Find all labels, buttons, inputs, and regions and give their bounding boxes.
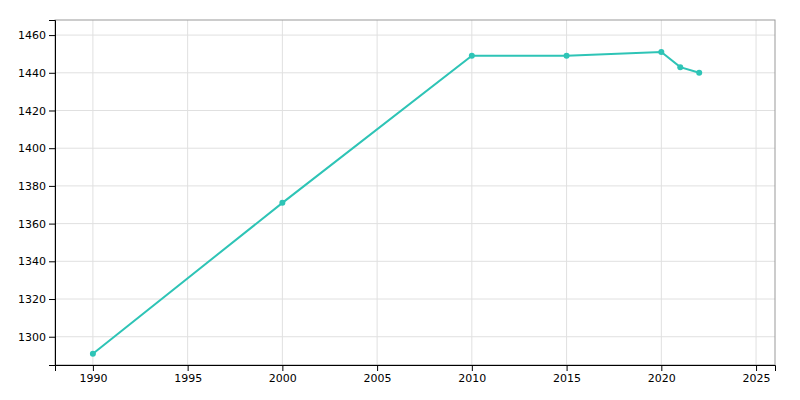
grid-line-x [377, 20, 378, 365]
tick-label: 1990 [79, 372, 107, 385]
tick-label: 1440 [18, 67, 46, 80]
tick-mark [49, 299, 55, 300]
tick: 1320 [18, 293, 55, 306]
tick: 2020 [648, 365, 676, 385]
tick-label: 1380 [18, 180, 46, 193]
tick-label: 2020 [648, 372, 676, 385]
grid-line-y [55, 261, 775, 262]
tick: 1400 [18, 142, 55, 155]
grid-line-y [55, 223, 775, 224]
grid-line-x [187, 20, 188, 365]
tick: 1360 [18, 218, 55, 231]
tick-mark [756, 365, 757, 371]
tick: 2000 [269, 365, 297, 385]
point [90, 351, 96, 357]
tick-label: 2025 [743, 372, 771, 385]
point [564, 53, 570, 59]
grid-line-y [55, 336, 775, 337]
grid-line-y [55, 35, 775, 36]
tick: 1300 [18, 331, 55, 344]
tick-mark [49, 35, 55, 36]
tick-mark [49, 337, 55, 338]
tick-mark [49, 110, 55, 111]
tick-label: 1400 [18, 142, 46, 155]
grid [55, 20, 775, 365]
tick-label: 1320 [18, 293, 46, 306]
grid-line-x [282, 20, 283, 365]
point [677, 64, 683, 70]
tick-mark [567, 365, 568, 371]
plot: 1990 1995 2000 2005 2010 2015 2020 2025 1300 1320… [18, 20, 776, 385]
tick: 2005 [364, 365, 392, 385]
tick: 2025 [743, 365, 771, 385]
grid-line-x [756, 20, 757, 365]
tick: 1420 [18, 105, 55, 118]
axis-line [49, 21, 56, 366]
tick: 1380 [18, 180, 55, 193]
tick-label: 2000 [269, 372, 297, 385]
tick: 1440 [18, 67, 55, 80]
line [93, 52, 699, 354]
marks [90, 49, 702, 357]
tick: 1460 [18, 29, 55, 42]
tick-mark [49, 186, 55, 187]
tick-label: 1300 [18, 331, 46, 344]
grid-line-y [55, 185, 775, 186]
tick-mark [188, 365, 189, 371]
tick-label: 2015 [553, 372, 581, 385]
grid-line-x [661, 20, 662, 365]
tick: 1990 [79, 365, 107, 385]
tick: 1340 [18, 255, 55, 268]
tick-label: 2005 [364, 372, 392, 385]
tick: 1995 [174, 365, 202, 385]
grid-line-y [55, 72, 775, 73]
grid-line-y [55, 148, 775, 149]
plot-frame [55, 20, 775, 365]
tick-mark [282, 365, 283, 371]
tick-label: 1340 [18, 255, 46, 268]
point [658, 49, 664, 55]
point [696, 70, 702, 76]
tick-mark [49, 73, 55, 74]
tick-label: 2010 [458, 372, 486, 385]
tick-label: 1460 [18, 29, 46, 42]
chart: 1990 1995 2000 2005 2010 2015 2020 2025 1300 1320… [0, 0, 800, 400]
point [279, 200, 285, 206]
tick-mark [472, 365, 473, 371]
grid-line-x [92, 20, 93, 365]
grid-line-x [471, 20, 472, 365]
x-axis: 1990 1995 2000 2005 2010 2015 2020 2025 [56, 365, 776, 385]
grid-line-x [566, 20, 567, 365]
tick-mark [49, 148, 55, 149]
point [469, 53, 475, 59]
y-axis: 1300 1320 1340 1360 1380 1400 1420 1440 1460 [18, 21, 56, 366]
tick-mark [377, 365, 378, 371]
tick-mark [49, 224, 55, 225]
tick-label: 1420 [18, 105, 46, 118]
tick-mark [661, 365, 662, 371]
tick: 2015 [553, 365, 581, 385]
grid-line-y [55, 110, 775, 111]
tick-label: 1360 [18, 218, 46, 231]
tick-label: 1995 [174, 372, 202, 385]
axis-line [56, 366, 776, 372]
tick: 2010 [458, 365, 486, 385]
tick-mark [93, 365, 94, 371]
tick-mark [49, 261, 55, 262]
